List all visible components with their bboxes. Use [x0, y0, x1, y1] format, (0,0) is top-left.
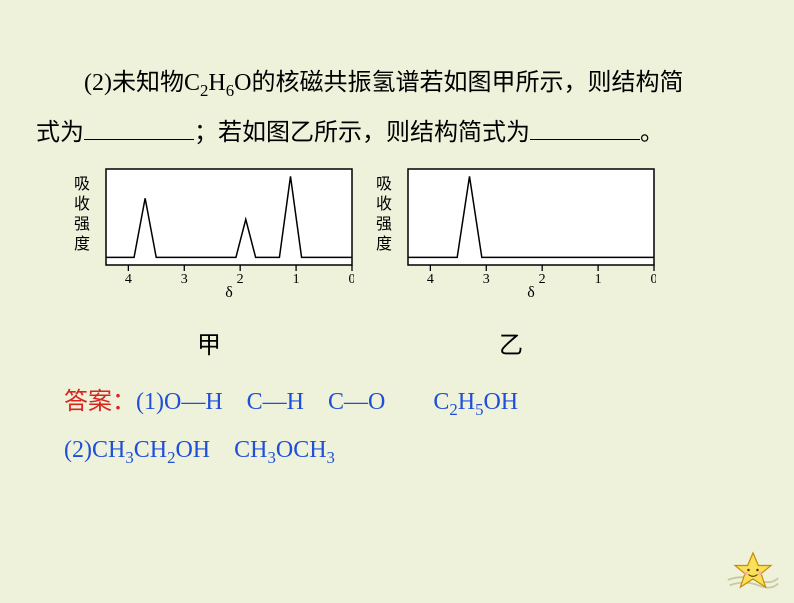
svg-text:0: 0 — [349, 272, 355, 287]
svg-text:2: 2 — [237, 272, 244, 287]
svg-text:3: 3 — [181, 272, 188, 287]
answer-line2: (2)CH3CH2OH CH3OCH3 — [64, 426, 758, 474]
caption-jia: 甲 — [197, 325, 221, 360]
svg-text:1: 1 — [293, 272, 300, 287]
svg-text:1: 1 — [595, 272, 602, 287]
svg-text:0: 0 — [651, 272, 657, 287]
question-line1: (2)未知物C2H6O的核磁共振氢谱若如图甲所示，则结构简 — [36, 58, 758, 108]
chart-yi-block: 4 3 2 1 0 δ 吸收强度 乙 — [366, 167, 656, 360]
q-prefix: (2)未知物C — [84, 70, 200, 96]
q-end: O的核磁共振氢谱若如图甲所示，则结构简 — [234, 70, 683, 96]
blank-1 — [84, 114, 194, 140]
q2a: 式为 — [36, 120, 84, 146]
svg-text:度: 度 — [74, 235, 90, 253]
q2b: ；若如图乙所示，则结构简式为 — [194, 120, 530, 146]
answer-line1: 答案：(1)O—H C—H C—O C2H5OH — [64, 378, 758, 426]
svg-text:收: 收 — [376, 195, 392, 213]
star-icon — [726, 547, 780, 593]
svg-text:2: 2 — [539, 272, 546, 287]
a1: (1)O—H C—H C—O C2H5OH — [136, 389, 518, 415]
answer-label: 答案： — [64, 389, 136, 415]
caption-yi: 乙 — [499, 325, 523, 360]
svg-text:δ: δ — [527, 284, 535, 301]
chart-jia-block: 4 3 2 1 0 δ 吸收强度 甲 — [64, 167, 354, 360]
blank-2 — [530, 114, 640, 140]
svg-text:δ: δ — [225, 284, 233, 301]
svg-text:强: 强 — [74, 216, 90, 233]
svg-text:吸: 吸 — [376, 176, 392, 193]
svg-text:强: 强 — [376, 216, 392, 233]
chart-yi: 4 3 2 1 0 δ 吸收强度 — [366, 167, 656, 321]
svg-text:4: 4 — [427, 272, 434, 287]
question-line2: 式为 ；若如图乙所示，则结构简式为 。 — [36, 120, 664, 146]
q-sub2: 6 — [226, 81, 234, 100]
svg-text:收: 收 — [74, 195, 90, 213]
q2c: 。 — [640, 120, 664, 146]
svg-text:度: 度 — [376, 235, 392, 253]
answer-block: 答案：(1)O—H C—H C—O C2H5OH (2)CH3CH2OH CH3… — [64, 378, 758, 475]
a2: (2)CH3CH2OH CH3OCH3 — [64, 437, 335, 463]
q-mid: H — [208, 70, 225, 96]
svg-text:3: 3 — [483, 272, 490, 287]
svg-text:4: 4 — [125, 272, 132, 287]
svg-text:吸: 吸 — [74, 176, 90, 193]
chart-jia: 4 3 2 1 0 δ 吸收强度 — [64, 167, 354, 321]
